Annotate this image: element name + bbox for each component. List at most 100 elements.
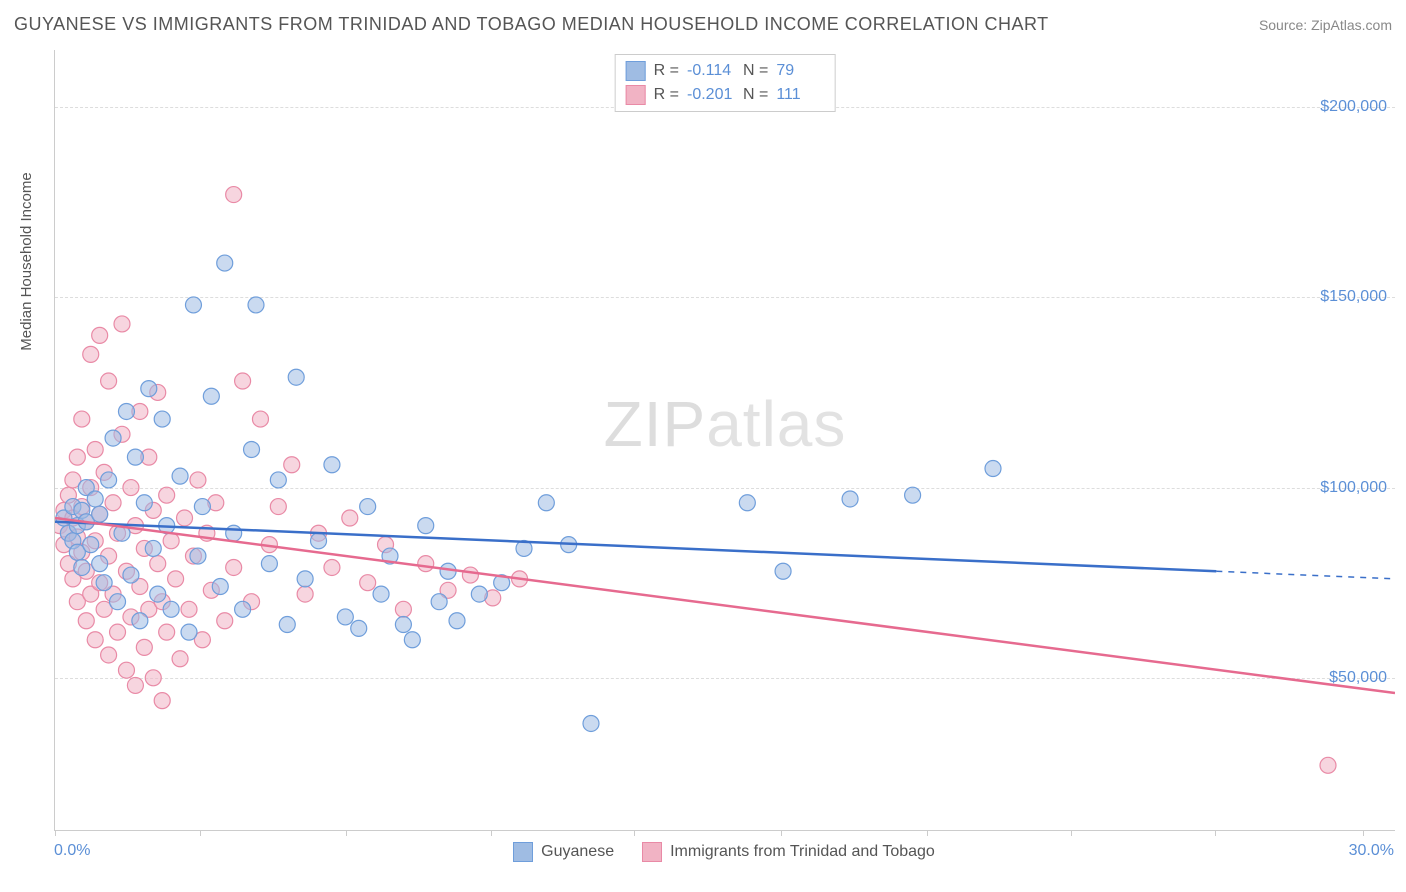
data-point [132, 613, 148, 629]
data-point [739, 495, 755, 511]
data-point [92, 506, 108, 522]
data-point [248, 297, 264, 313]
data-point [83, 537, 99, 553]
data-point [127, 449, 143, 465]
data-point [185, 297, 201, 313]
n-label: N = [743, 59, 768, 83]
data-point [1320, 757, 1336, 773]
data-point [92, 556, 108, 572]
data-point [311, 533, 327, 549]
data-point [279, 617, 295, 633]
data-point [360, 499, 376, 515]
r-label: R = [654, 83, 679, 107]
data-point [83, 346, 99, 362]
data-point [87, 491, 103, 507]
chart-title: GUYANESE VS IMMIGRANTS FROM TRINIDAD AND… [14, 14, 1049, 35]
data-point [288, 369, 304, 385]
legend-swatch [642, 842, 662, 862]
data-point [118, 662, 134, 678]
plot-area: ZIPatlas R =-0.114N =79R =-0.201N =111 $… [54, 50, 1395, 831]
data-point [324, 559, 340, 575]
data-point [154, 693, 170, 709]
data-point [127, 677, 143, 693]
legend-swatch [626, 85, 646, 105]
data-point [190, 472, 206, 488]
data-point [217, 613, 233, 629]
data-point [985, 461, 1001, 477]
data-point [141, 381, 157, 397]
data-point [159, 487, 175, 503]
x-tick [1363, 830, 1364, 836]
data-point [244, 442, 260, 458]
data-point [190, 548, 206, 564]
data-point [101, 373, 117, 389]
data-point [172, 468, 188, 484]
data-point [775, 563, 791, 579]
data-point [226, 525, 242, 541]
data-point [163, 601, 179, 617]
x-tick [634, 830, 635, 836]
data-point [87, 632, 103, 648]
x-tick [1071, 830, 1072, 836]
data-point [905, 487, 921, 503]
data-point [395, 617, 411, 633]
stats-legend: R =-0.114N =79R =-0.201N =111 [615, 54, 836, 112]
x-tick [346, 830, 347, 836]
data-point [217, 255, 233, 271]
source-label: Source: ZipAtlas.com [1259, 17, 1392, 33]
series-legend-item: Guyanese [513, 842, 614, 862]
x-tick [55, 830, 56, 836]
n-value: 111 [776, 83, 824, 107]
data-point [297, 586, 313, 602]
data-point [105, 430, 121, 446]
data-point [101, 472, 117, 488]
data-point [96, 575, 112, 591]
data-point [471, 586, 487, 602]
data-point [181, 624, 197, 640]
data-point [284, 457, 300, 473]
data-point [583, 715, 599, 731]
legend-swatch [513, 842, 533, 862]
data-point [395, 601, 411, 617]
data-point [252, 411, 268, 427]
x-tick [491, 830, 492, 836]
data-point [87, 442, 103, 458]
data-point [462, 567, 478, 583]
data-point [351, 620, 367, 636]
series-legend-item: Immigrants from Trinidad and Tobago [642, 842, 935, 862]
series-legend-label: Guyanese [541, 843, 614, 861]
data-point [337, 609, 353, 625]
data-point [270, 472, 286, 488]
data-point [145, 540, 161, 556]
r-value: -0.201 [687, 83, 735, 107]
n-value: 79 [776, 59, 824, 83]
data-point [373, 586, 389, 602]
data-point [123, 480, 139, 496]
data-point [92, 327, 108, 343]
stats-legend-row: R =-0.114N =79 [626, 59, 825, 83]
scatter-svg [55, 50, 1395, 830]
data-point [123, 567, 139, 583]
data-point [261, 556, 277, 572]
series-legend-label: Immigrants from Trinidad and Tobago [670, 843, 935, 861]
data-point [105, 495, 121, 511]
data-point [177, 510, 193, 526]
data-point [118, 403, 134, 419]
data-point [150, 556, 166, 572]
n-label: N = [743, 83, 768, 107]
data-point [74, 559, 90, 575]
data-point [418, 518, 434, 534]
data-point [270, 499, 286, 515]
data-point [212, 578, 228, 594]
data-point [154, 411, 170, 427]
data-point [136, 639, 152, 655]
y-axis-title: Median Household Income [18, 172, 35, 350]
data-point [418, 556, 434, 572]
data-point [150, 586, 166, 602]
data-point [181, 601, 197, 617]
stats-legend-row: R = -0.201 N = 111 [626, 83, 825, 107]
data-point [431, 594, 447, 610]
data-point [360, 575, 376, 591]
data-point [226, 559, 242, 575]
data-point [297, 571, 313, 587]
